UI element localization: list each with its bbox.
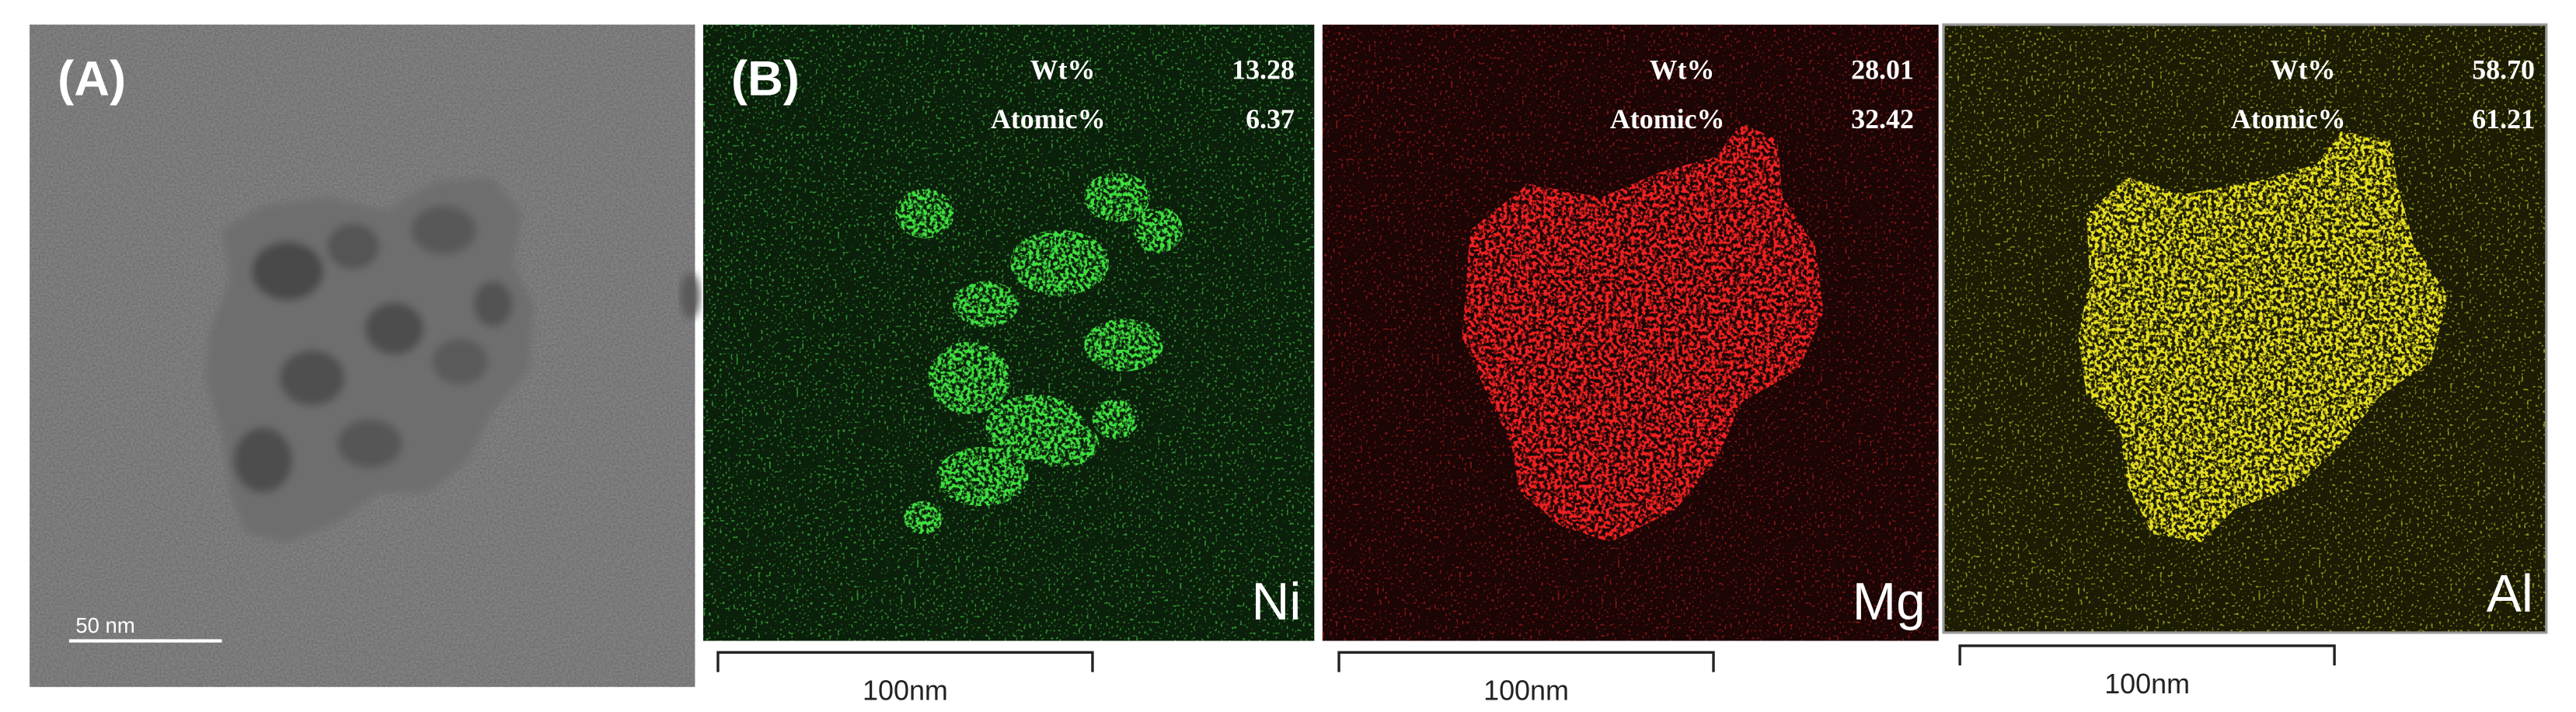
wt-label: Wt% xyxy=(1650,54,1715,85)
element-region xyxy=(1084,172,1150,222)
element-region xyxy=(953,281,1019,327)
element-label: Ni xyxy=(1252,573,1302,631)
panel-label: (A) xyxy=(58,52,126,106)
wt-value: 58.70 xyxy=(2472,54,2535,85)
scale-bracket xyxy=(716,651,1094,672)
wt-value: 13.28 xyxy=(1232,54,1295,85)
scale-bracket xyxy=(1337,651,1715,672)
element-region xyxy=(1092,399,1139,439)
element-region xyxy=(903,501,943,535)
map-border xyxy=(1942,23,2548,634)
scale-bracket xyxy=(1958,644,2336,666)
element-region xyxy=(1133,207,1183,253)
element-label: Mg xyxy=(1853,573,1926,631)
element-region xyxy=(936,447,1029,507)
element-distribution xyxy=(2078,131,2448,543)
map-noise xyxy=(702,24,1315,641)
element-region xyxy=(2078,131,2448,543)
scale-bar-label: 50 nm xyxy=(75,613,134,637)
element-region xyxy=(1010,229,1110,296)
eds-map: Wt% 28.01 Atomic% 32.42 Mg 100nm xyxy=(1322,24,1939,707)
eds-map: Wt% 58.70 Atomic% 61.21 Al 100nm xyxy=(1942,23,2548,700)
element-region xyxy=(1084,319,1163,372)
atomic-label: Atomic% xyxy=(991,103,1106,134)
element-label: Al xyxy=(2487,564,2533,623)
particle-cluster xyxy=(205,177,535,543)
element-region xyxy=(928,341,1011,414)
eds-maps: Wt% 13.28 Atomic% 6.37 Ni 100nm Wt% 28.01 Atomic… xyxy=(702,23,2548,707)
element-distribution xyxy=(1462,123,1824,543)
element-distribution xyxy=(895,172,1183,535)
wt-value: 28.01 xyxy=(1851,54,1914,85)
atomic-label: Atomic% xyxy=(2231,103,2346,134)
atomic-value: 6.37 xyxy=(1246,103,1295,134)
wt-label: Wt% xyxy=(1030,54,1096,85)
atomic-value: 61.21 xyxy=(2472,103,2535,134)
element-region xyxy=(1027,421,1100,467)
scale-bar-label: 100nm xyxy=(863,675,948,707)
panel-label: (B) xyxy=(731,52,800,106)
atomic-value: 32.42 xyxy=(1851,103,1914,134)
wt-label: Wt% xyxy=(2271,54,2336,85)
element-region xyxy=(1462,123,1824,543)
scale-bar-label: 100nm xyxy=(2104,668,2190,700)
atomic-label: Atomic% xyxy=(1610,103,1725,134)
tem-panel: (A) 50 nm xyxy=(30,24,700,687)
scale-bar-label: 100nm xyxy=(1483,675,1569,707)
element-region xyxy=(895,189,955,239)
eds-map: Wt% 13.28 Atomic% 6.37 Ni 100nm xyxy=(702,24,1315,707)
